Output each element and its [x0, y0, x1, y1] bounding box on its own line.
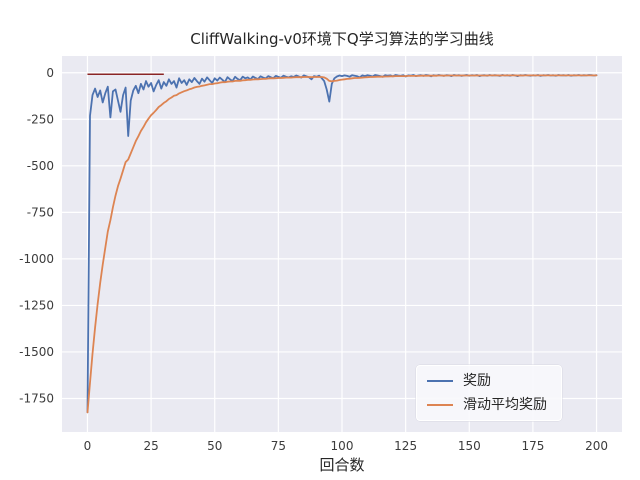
legend-item-moving-average: 滑动平均奖励 [427, 398, 547, 412]
svg-text:100: 100 [331, 439, 354, 453]
svg-text:50: 50 [207, 439, 222, 453]
legend: 奖励 滑动平均奖励 [416, 365, 562, 421]
svg-text:-1250: -1250 [19, 298, 54, 312]
svg-text:125: 125 [394, 439, 417, 453]
svg-text:175: 175 [521, 439, 544, 453]
legend-item-reward: 奖励 [427, 374, 547, 388]
svg-text:-250: -250 [27, 112, 54, 126]
svg-text:-1500: -1500 [19, 345, 54, 359]
svg-text:-1000: -1000 [19, 252, 54, 266]
svg-text:0: 0 [46, 66, 54, 80]
svg-text:-500: -500 [27, 159, 54, 173]
x-axis-label: 回合数 [319, 456, 365, 474]
legend-label-reward: 奖励 [463, 373, 491, 389]
svg-text:-1750: -1750 [19, 391, 54, 405]
legend-label-moving-average: 滑动平均奖励 [463, 397, 547, 413]
svg-text:25: 25 [143, 439, 158, 453]
moving-average-line-sample [427, 404, 453, 406]
svg-text:150: 150 [458, 439, 481, 453]
svg-text:75: 75 [271, 439, 286, 453]
svg-text:200: 200 [585, 439, 608, 453]
chart-title: CliffWalking-v0环境下Q学习算法的学习曲线 [190, 30, 494, 48]
svg-text:-750: -750 [27, 205, 54, 219]
reward-line-sample [427, 380, 453, 382]
svg-text:0: 0 [84, 439, 92, 453]
